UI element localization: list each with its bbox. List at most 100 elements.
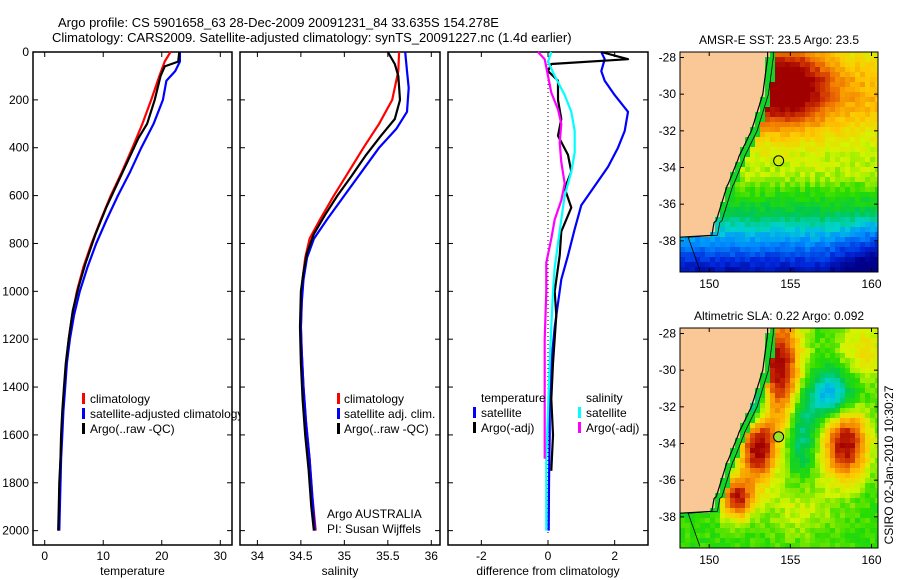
map-cell <box>750 328 755 333</box>
map-cell <box>795 443 800 448</box>
map-cell <box>815 523 820 528</box>
map-cell <box>705 52 710 57</box>
map-cell <box>745 448 750 453</box>
map-cell <box>875 87 878 92</box>
map-cell <box>710 333 715 338</box>
map-cell <box>810 498 815 503</box>
map-cell <box>855 518 860 523</box>
map-cell <box>765 513 770 518</box>
map-cell <box>730 503 735 508</box>
map-cell <box>705 197 710 202</box>
map-cell <box>690 257 695 262</box>
map-cell <box>680 122 685 127</box>
map-cell <box>845 77 850 82</box>
map-cell <box>765 353 770 358</box>
map-cell <box>710 338 715 343</box>
map-cell <box>725 508 730 513</box>
map-cell <box>790 67 795 72</box>
map-cell <box>800 202 805 207</box>
map-cell <box>690 57 695 62</box>
y-tick-label: -38 <box>659 234 677 248</box>
map-cell <box>790 503 795 508</box>
map-cell <box>720 262 725 267</box>
map-cell <box>775 543 780 548</box>
map-cell <box>860 378 865 383</box>
map-cell <box>710 242 715 247</box>
map-cell <box>855 358 860 363</box>
map-cell <box>755 247 760 252</box>
map-cell <box>810 488 815 493</box>
map-cell <box>845 338 850 343</box>
map-cell <box>860 463 865 468</box>
map-cell <box>740 483 745 488</box>
map-cell <box>695 242 700 247</box>
map-cell <box>715 408 720 413</box>
x-tick-label: 0 <box>41 549 48 563</box>
map-cell <box>765 122 770 127</box>
x-tick-label: 150 <box>699 553 719 567</box>
map-cell <box>715 388 720 393</box>
map-cell <box>870 358 875 363</box>
map-cell <box>875 528 878 533</box>
map-cell <box>710 247 715 252</box>
map-cell <box>715 127 720 132</box>
map-cell <box>710 358 715 363</box>
map-cell <box>865 533 870 538</box>
map-cell <box>695 388 700 393</box>
map-cell <box>725 503 730 508</box>
map-cell <box>715 533 720 538</box>
map-cell <box>745 533 750 538</box>
map-cell <box>830 538 835 543</box>
map-cell <box>785 267 790 272</box>
map-cell <box>755 102 760 107</box>
map-cell <box>830 52 835 57</box>
map-cell <box>860 368 865 373</box>
map-cell <box>710 483 715 488</box>
map-cell <box>705 67 710 72</box>
map-cell <box>760 478 765 483</box>
map-cell <box>690 538 695 543</box>
map-cell <box>730 383 735 388</box>
map-cell <box>810 92 815 97</box>
map-cell <box>745 57 750 62</box>
map-cell <box>730 538 735 543</box>
map-cell <box>800 162 805 167</box>
legend-label: satellite <box>586 406 627 420</box>
y-tick-label: -34 <box>659 161 677 175</box>
coastline <box>680 52 769 238</box>
map-cell <box>755 448 760 453</box>
map-cell <box>805 378 810 383</box>
legend-swatch <box>473 407 476 418</box>
map-cell <box>875 102 878 107</box>
map-cell <box>840 538 845 543</box>
map-cell <box>815 167 820 172</box>
map-cell <box>695 383 700 388</box>
map-cell <box>825 212 830 217</box>
map-cell <box>805 403 810 408</box>
map-cell <box>780 167 785 172</box>
map-cell <box>860 217 865 222</box>
map-cell <box>720 177 725 182</box>
map-cell <box>730 212 735 217</box>
map-cell <box>805 217 810 222</box>
map-cell <box>870 328 875 333</box>
map-cell <box>835 142 840 147</box>
map-cell <box>840 518 845 523</box>
map-cell <box>685 358 690 363</box>
map-cell <box>690 52 695 57</box>
map-cell <box>815 328 820 333</box>
map-cell <box>830 162 835 167</box>
map-cell <box>860 503 865 508</box>
map-cell <box>815 433 820 438</box>
map-cell <box>810 262 815 267</box>
map-cell <box>845 353 850 358</box>
map-cell <box>680 443 685 448</box>
map-cell <box>815 107 820 112</box>
map-cell <box>770 468 775 473</box>
map-cell <box>730 438 735 443</box>
map-cell <box>745 438 750 443</box>
map-cell <box>715 478 720 483</box>
map-cell <box>805 388 810 393</box>
map-cell <box>750 368 755 373</box>
map-cell <box>750 167 755 172</box>
